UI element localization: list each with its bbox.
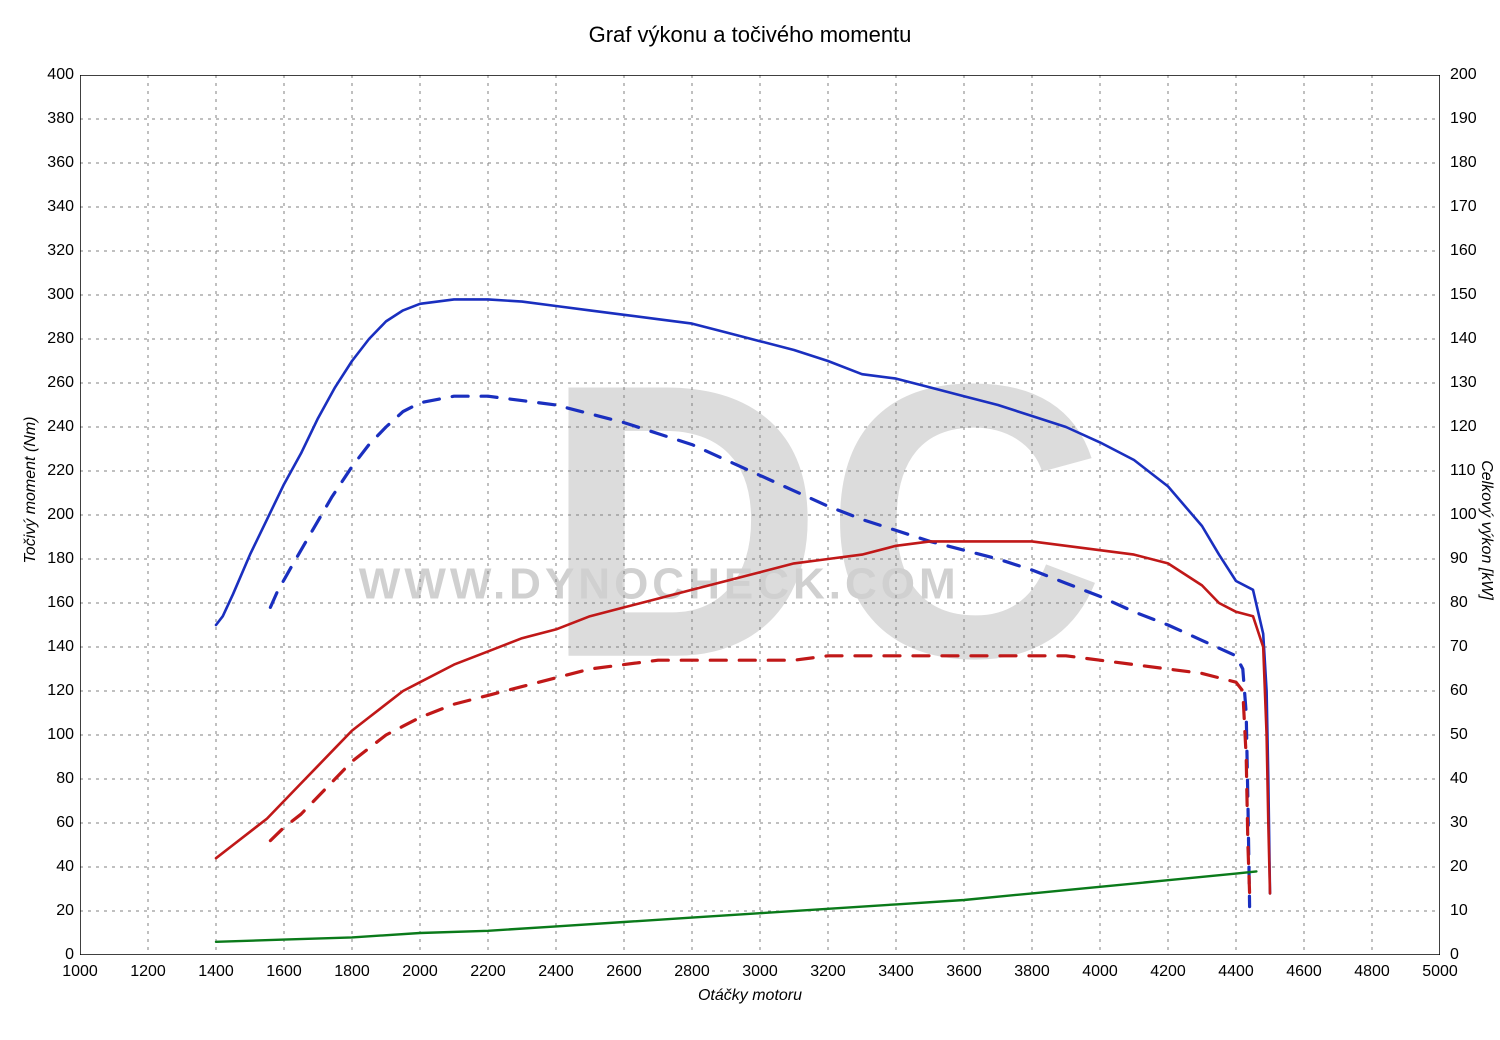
y-right-tick-label: 70	[1450, 638, 1490, 656]
y-right-tick-label: 40	[1450, 770, 1490, 788]
y-left-tick-label: 240	[38, 418, 74, 436]
x-tick-label: 2800	[674, 963, 710, 981]
x-tick-label: 3600	[946, 963, 982, 981]
y-right-tick-label: 0	[1450, 946, 1490, 964]
y-right-tick-label: 150	[1450, 286, 1490, 304]
y-right-tick-label: 20	[1450, 858, 1490, 876]
x-tick-label: 4800	[1354, 963, 1390, 981]
x-tick-label: 4600	[1286, 963, 1322, 981]
x-tick-label: 2600	[606, 963, 642, 981]
chart-container: Graf výkonu a točivého momentu DCWWW.DYN…	[0, 0, 1500, 1040]
x-tick-label: 4200	[1150, 963, 1186, 981]
x-tick-label: 1600	[266, 963, 302, 981]
y-left-tick-label: 100	[38, 726, 74, 744]
y-left-tick-label: 300	[38, 286, 74, 304]
y-right-tick-label: 200	[1450, 66, 1490, 84]
chart-svg: DCWWW.DYNOCHECK.COM	[80, 75, 1440, 955]
y-left-tick-label: 120	[38, 682, 74, 700]
x-tick-label: 1400	[198, 963, 234, 981]
y-left-tick-label: 60	[38, 814, 74, 832]
y-left-tick-label: 400	[38, 66, 74, 84]
x-tick-label: 2400	[538, 963, 574, 981]
y-right-tick-label: 80	[1450, 594, 1490, 612]
x-tick-label: 3400	[878, 963, 914, 981]
chart-title: Graf výkonu a točivého momentu	[0, 22, 1500, 48]
x-tick-label: 1800	[334, 963, 370, 981]
y-left-tick-label: 220	[38, 462, 74, 480]
y-left-tick-label: 40	[38, 858, 74, 876]
y-left-tick-label: 0	[38, 946, 74, 964]
y-left-tick-label: 160	[38, 594, 74, 612]
y-left-tick-label: 80	[38, 770, 74, 788]
x-tick-label: 4400	[1218, 963, 1254, 981]
y-left-tick-label: 320	[38, 242, 74, 260]
x-tick-label: 5000	[1422, 963, 1458, 981]
y-right-tick-label: 160	[1450, 242, 1490, 260]
y-left-tick-label: 20	[38, 902, 74, 920]
y-left-tick-label: 140	[38, 638, 74, 656]
y-right-tick-label: 140	[1450, 330, 1490, 348]
y-left-tick-label: 180	[38, 550, 74, 568]
y-right-tick-label: 10	[1450, 902, 1490, 920]
x-tick-label: 4000	[1082, 963, 1118, 981]
y-left-tick-label: 360	[38, 154, 74, 172]
y-right-tick-label: 190	[1450, 110, 1490, 128]
y-right-tick-label: 100	[1450, 506, 1490, 524]
x-tick-label: 3800	[1014, 963, 1050, 981]
x-tick-label: 1000	[62, 963, 98, 981]
y-left-tick-label: 380	[38, 110, 74, 128]
y-right-tick-label: 120	[1450, 418, 1490, 436]
y-right-tick-label: 90	[1450, 550, 1490, 568]
plot-area: DCWWW.DYNOCHECK.COM	[80, 75, 1440, 955]
y-right-tick-label: 130	[1450, 374, 1490, 392]
x-tick-label: 2000	[402, 963, 438, 981]
y-right-tick-label: 50	[1450, 726, 1490, 744]
svg-text:WWW.DYNOCHECK.COM: WWW.DYNOCHECK.COM	[359, 560, 960, 609]
y-left-tick-label: 200	[38, 506, 74, 524]
y-right-tick-label: 60	[1450, 682, 1490, 700]
x-tick-label: 3200	[810, 963, 846, 981]
y-right-tick-label: 110	[1450, 462, 1490, 480]
x-tick-label: 1200	[130, 963, 166, 981]
x-tick-label: 2200	[470, 963, 506, 981]
y-left-tick-label: 340	[38, 198, 74, 216]
y-left-tick-label: 260	[38, 374, 74, 392]
x-tick-label: 3000	[742, 963, 778, 981]
y-left-tick-label: 280	[38, 330, 74, 348]
x-axis-label: Otáčky motoru	[0, 987, 1500, 1005]
y-right-tick-label: 30	[1450, 814, 1490, 832]
y-right-tick-label: 170	[1450, 198, 1490, 216]
svg-text:DC: DC	[542, 303, 1105, 739]
y-right-tick-label: 180	[1450, 154, 1490, 172]
